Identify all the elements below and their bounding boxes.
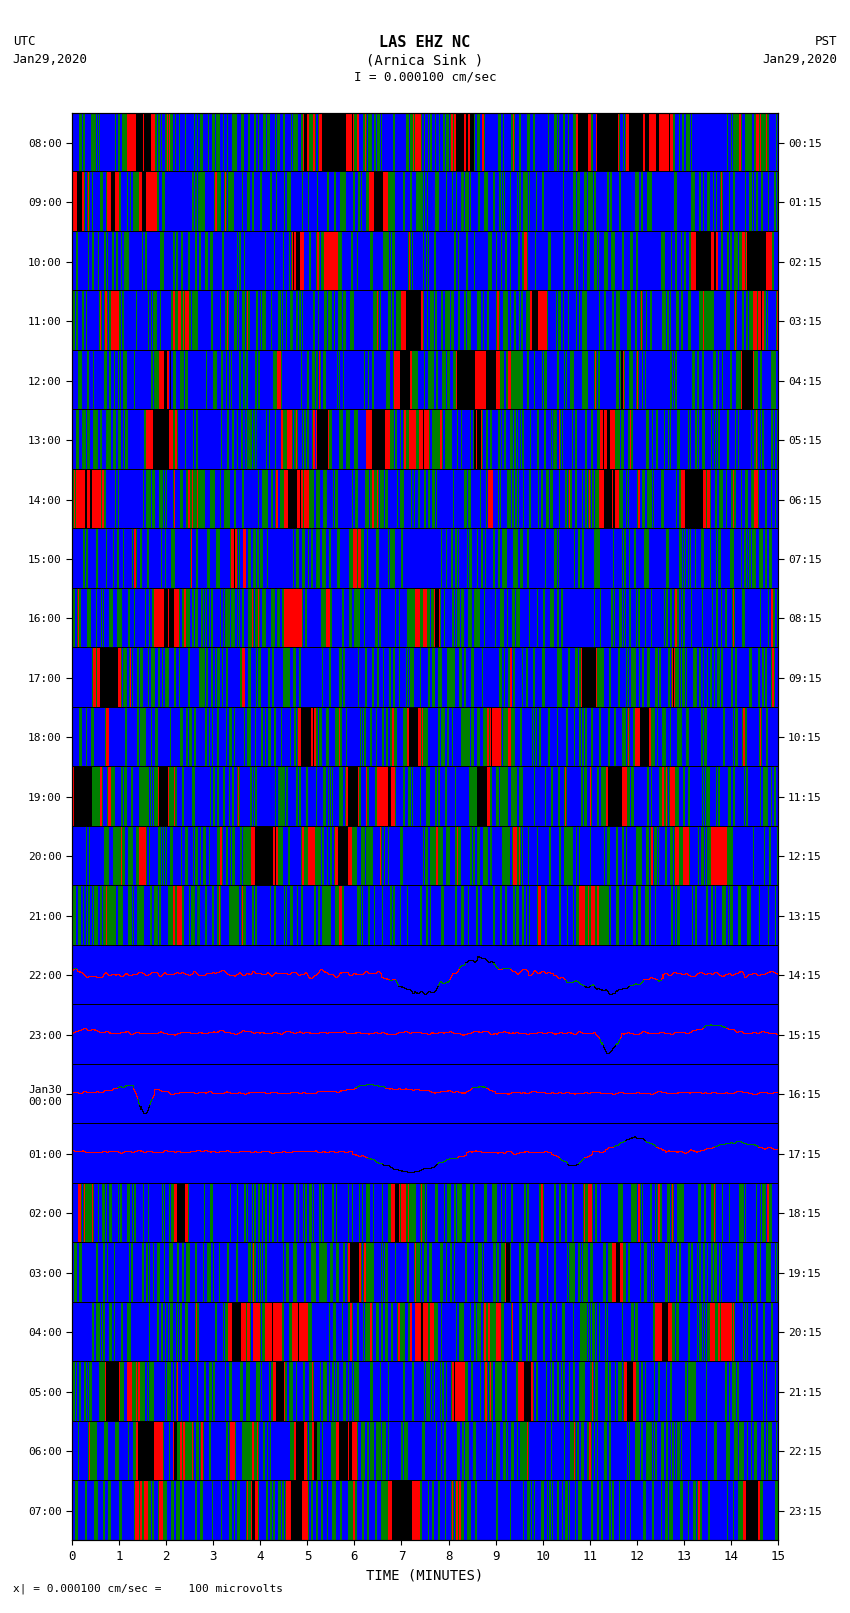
Text: I = 0.000100 cm/sec: I = 0.000100 cm/sec (354, 71, 496, 84)
Text: LAS EHZ NC: LAS EHZ NC (379, 35, 471, 50)
Text: UTC: UTC (13, 35, 35, 48)
Text: (Arnica Sink ): (Arnica Sink ) (366, 53, 484, 68)
Text: Jan29,2020: Jan29,2020 (762, 53, 837, 66)
X-axis label: TIME (MINUTES): TIME (MINUTES) (366, 1569, 484, 1582)
Text: Jan29,2020: Jan29,2020 (13, 53, 88, 66)
Text: x| = 0.000100 cm/sec =    100 microvolts: x| = 0.000100 cm/sec = 100 microvolts (13, 1582, 283, 1594)
Text: PST: PST (815, 35, 837, 48)
